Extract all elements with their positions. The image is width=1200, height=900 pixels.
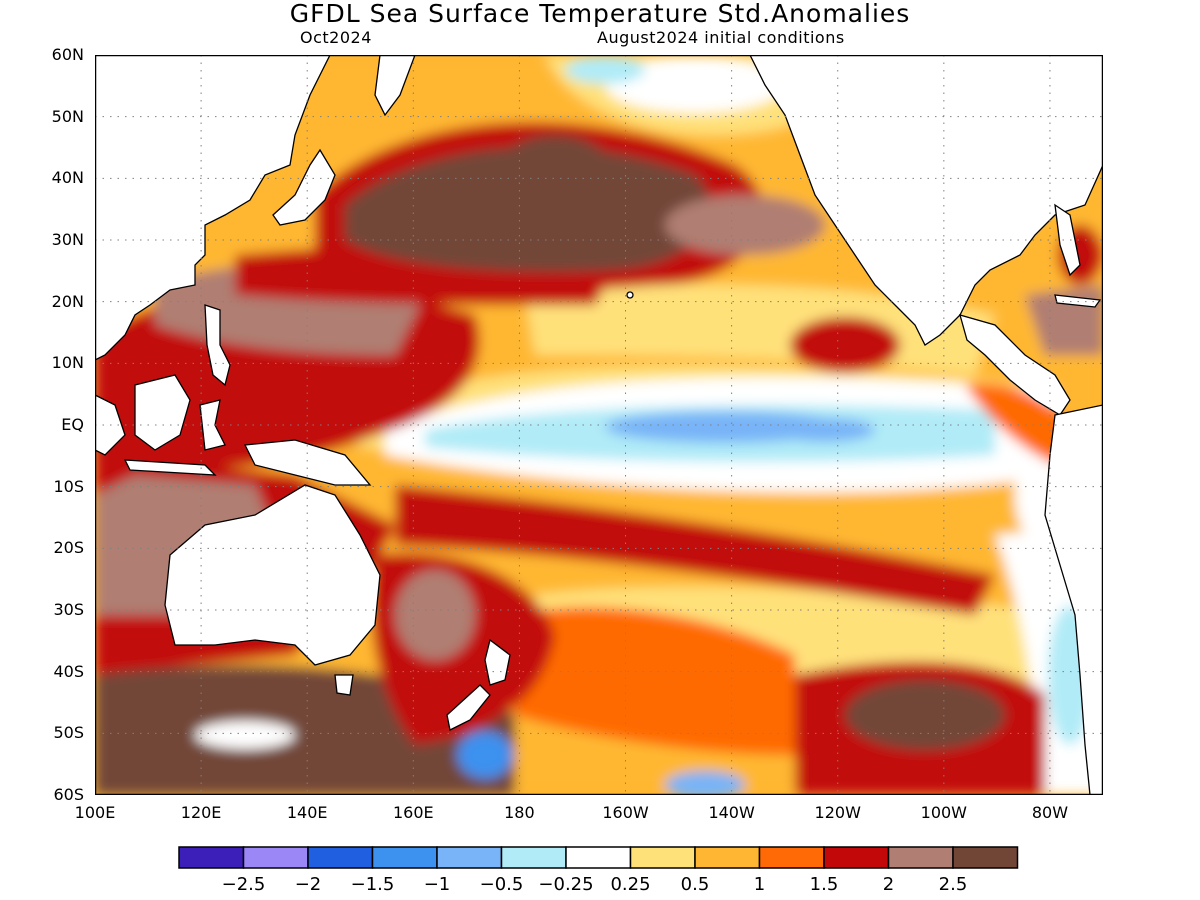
colorbar-swatch: [565, 846, 632, 869]
colorbar-tick-label: 1.5: [809, 874, 839, 895]
lat-tick-label: 50N: [51, 106, 84, 126]
colorbar: [178, 846, 1019, 869]
colorbar-tick-label: −0.5: [479, 874, 524, 895]
colorbar-swatch: [694, 846, 761, 869]
colorbar-swatch: [887, 846, 954, 869]
lat-tick-label: 20S: [53, 538, 84, 558]
lat-tick-label: 30S: [53, 600, 84, 619]
sulawesi-landmass: [199, 399, 226, 451]
lon-tick-label: 80W: [1031, 803, 1069, 822]
lon-tick-label: 120W: [814, 803, 861, 822]
colorbar-tick-label: 0.5: [680, 874, 710, 895]
colorbar-swatch: [178, 846, 245, 869]
australia-landmass: [164, 484, 381, 666]
colorbar-tick-label: 1: [753, 874, 766, 895]
florida-landmass: [1054, 203, 1081, 277]
sst-anomaly-map: [95, 55, 1103, 795]
colorbar-tick-label: 2: [882, 874, 895, 895]
colorbar-swatch: [629, 846, 696, 869]
lat-tick-label: 10S: [53, 476, 84, 496]
lon-tick-label: 100W: [920, 803, 967, 822]
map-border: [95, 55, 1103, 795]
japan-landmass: [272, 148, 336, 226]
colorbar-swatch: [758, 846, 825, 869]
lon-tick-label: 140E: [286, 803, 328, 822]
chart-title: GFDL Sea Surface Temperature Std.Anomali…: [289, 0, 911, 28]
colorbar-swatch: [952, 846, 1019, 869]
forecast-month-label: Oct2024: [300, 28, 372, 47]
colorbar-tick-label: −1: [423, 874, 451, 895]
kamchatka-landmass: [374, 55, 416, 117]
colorbar-swatch: [242, 846, 309, 869]
colorbar-swatch: [307, 846, 374, 869]
new-zealand-south-island: [446, 684, 491, 731]
colorbar-swatch: [436, 846, 503, 869]
colorbar-tick-label: −1.5: [350, 874, 395, 895]
north-america-landmass: [749, 55, 1103, 346]
philippines-landmass: [204, 304, 231, 387]
lat-tick-label: 60N: [51, 45, 84, 64]
colorbar-tick-label: −2: [294, 874, 322, 895]
java-landmass: [123, 459, 217, 476]
colorbar-swatch: [371, 846, 438, 869]
lat-tick-label: 20N: [51, 291, 84, 311]
tasmania-landmass: [334, 674, 354, 696]
lon-tick-label: 120E: [180, 803, 222, 822]
lon-tick-label: 140W: [708, 803, 755, 822]
lat-tick-label: 60S: [53, 785, 84, 804]
asia-landmass: [95, 55, 331, 361]
new-guinea-landmass: [243, 439, 372, 486]
new-zealand-north-island: [484, 638, 511, 686]
lat-tick-label: 40S: [53, 661, 84, 681]
colorbar-swatch: [500, 846, 567, 869]
lon-tick-label: 100E: [74, 803, 116, 822]
lat-tick-label: 10N: [51, 353, 84, 373]
lon-tick-label: 160E: [392, 803, 434, 822]
lat-tick-label: EQ: [61, 415, 84, 434]
colorbar-swatch: [823, 846, 890, 869]
colorbar-tick-label: 0.25: [610, 874, 651, 895]
borneo-landmass: [134, 374, 191, 451]
lon-tick-label: 180: [504, 803, 535, 822]
cuba-landmass: [1054, 294, 1102, 308]
lat-tick-label: 50S: [53, 723, 84, 743]
land-masses: [95, 55, 1103, 795]
lat-tick-label: 30N: [51, 230, 84, 249]
colorbar-tick-label: −2.5: [221, 874, 266, 895]
colorbar-tick-label: −0.25: [538, 874, 594, 895]
south-america-landmass: [1044, 404, 1103, 795]
gridlines: [95, 55, 1103, 795]
lat-tick-label: 40N: [51, 168, 84, 188]
hawaii-island: [626, 291, 634, 299]
colorbar-tick-label: 2.5: [938, 874, 968, 895]
initial-conditions-label: August2024 initial conditions: [597, 28, 845, 47]
lon-tick-label: 160W: [602, 803, 649, 822]
